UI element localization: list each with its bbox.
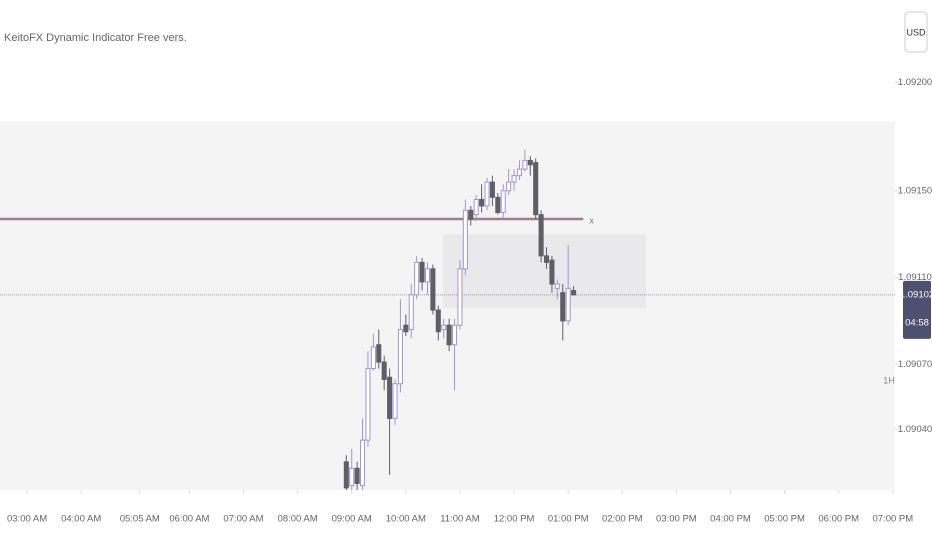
x-tick-label: 08:00 AM [278, 514, 318, 525]
candle-body [414, 261, 420, 296]
candle-body [381, 361, 387, 380]
plot-area [0, 121, 895, 490]
candle-body [538, 214, 544, 257]
candle-body [387, 376, 393, 419]
x-tick-label: 10:00 AM [386, 514, 426, 525]
candle-body [360, 439, 366, 487]
candle-body [516, 168, 522, 177]
candle-body [489, 181, 495, 198]
candle-body [560, 292, 566, 322]
countdown-label: 04:58 [905, 317, 929, 328]
x-tick-label: 03:00 PM [656, 514, 697, 525]
candle-body [511, 175, 517, 183]
candle-body [365, 368, 371, 441]
candle-body [354, 467, 360, 484]
candle-body [565, 287, 571, 322]
candle-body [435, 309, 441, 333]
candle-body [527, 159, 533, 166]
candle-body [495, 196, 501, 213]
y-tick-label: 1.09200 [898, 77, 932, 88]
x-tick-label: 11:00 AM [440, 514, 480, 525]
y-tick-label: 1.09040 [898, 424, 932, 435]
x-tick-label: 12:00 PM [494, 514, 535, 525]
y-tick-label: 1.09110 [898, 272, 932, 283]
x-tick-label: 02:00 PM [602, 514, 643, 525]
y-tick-label: 1.09070 [898, 359, 932, 370]
candle-body [408, 294, 414, 331]
level-line-label: x [589, 215, 594, 225]
candle-body [462, 209, 468, 270]
indicator-title: KeitoFX Dynamic Indicator Free vers. [4, 32, 187, 44]
candle-body [468, 209, 474, 220]
x-tick-label: 06:00 PM [818, 514, 859, 525]
currency-label[interactable]: USD [906, 27, 926, 37]
candle-body [392, 383, 398, 419]
candle-body [403, 324, 409, 333]
candle-body [370, 346, 376, 370]
candle-body [522, 159, 528, 170]
candle-body [473, 198, 479, 216]
candle-body [554, 283, 560, 289]
y-tick-label: 1.09150 [898, 185, 932, 196]
candle-body [446, 324, 452, 346]
x-tick-label: 04:00 AM [61, 514, 101, 525]
candle-body [571, 290, 577, 296]
zone [0, 121, 895, 490]
candle-body [549, 259, 555, 285]
candle-body [424, 268, 431, 283]
candle-body [479, 198, 485, 207]
interval-label: 1H [883, 375, 895, 385]
candle-body [376, 344, 382, 363]
candle-body [484, 181, 490, 207]
candle-body [397, 329, 403, 385]
candle-body [452, 324, 458, 346]
candle-body [349, 467, 355, 487]
currency-button[interactable] [904, 11, 928, 53]
x-tick-label: 07:00 AM [223, 514, 263, 525]
x-tick-label: 01:00 PM [548, 514, 589, 525]
candle-body [441, 324, 447, 331]
candle-body [419, 261, 425, 283]
zone [443, 234, 647, 308]
x-tick-label: 07:00 PM [872, 514, 913, 525]
x-tick-label: 03:00 AM [7, 514, 47, 525]
x-tick-label: 06:00 AM [169, 514, 209, 525]
x-tick-label: 05:05 AM [120, 514, 160, 525]
x-tick-label: 04:00 PM [710, 514, 751, 525]
candle-body [500, 190, 506, 213]
candle-body [343, 461, 349, 489]
last-price-box [903, 280, 931, 339]
candle-body [543, 255, 550, 263]
candle-body [506, 181, 512, 192]
x-tick-label: 05:00 PM [764, 514, 805, 525]
candle-body [457, 268, 463, 326]
candle-body [533, 162, 539, 216]
candle-body [430, 268, 436, 311]
x-tick-label: 09:00 AM [332, 514, 372, 525]
last-price-label: 1.09102 [900, 289, 932, 300]
